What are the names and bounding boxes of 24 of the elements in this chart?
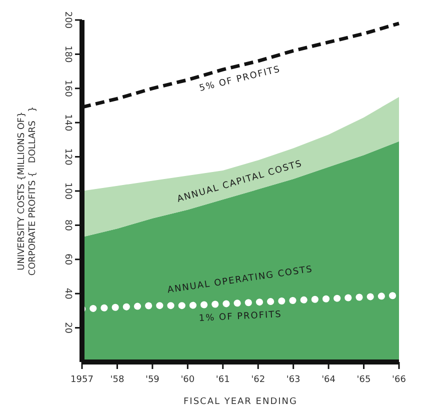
y-tick-label: 180 — [62, 46, 73, 64]
y-tick-label: 40 — [62, 288, 73, 300]
x-tick-label: '61 — [216, 375, 230, 385]
x-tick-label: '66 — [392, 375, 406, 385]
y-tick-label: 200 — [62, 11, 73, 29]
x-tick-label: '65 — [356, 375, 371, 385]
x-tick-label: '60 — [180, 375, 195, 385]
y-tick-label: 60 — [62, 254, 73, 266]
y-tick-label: 100 — [62, 182, 73, 200]
x-tick-label: '58 — [110, 375, 124, 385]
y-tick-label: 120 — [62, 148, 73, 166]
x-tick-label: '64 — [322, 375, 336, 385]
y-tick-label: 140 — [62, 114, 73, 132]
x-tick-label: '62 — [251, 375, 266, 385]
y-axis-title: UNIVERSITY COSTS {MILLIONS OF} CORPORATE PROFITS { DOLLARS } — [17, 106, 38, 276]
x-tick-label: 1957 — [70, 375, 94, 385]
y-tick-label: 20 — [62, 322, 73, 334]
series-label: ANNUAL OPERATING COSTS — [166, 264, 314, 296]
series-label: 1% OF PROFITS — [198, 310, 282, 324]
x-axis-title: FISCAL YEAR ENDING — [183, 397, 298, 407]
y-tick-label: 80 — [62, 219, 73, 232]
y-tick-label: 160 — [62, 80, 73, 98]
x-tick-label: '59 — [145, 375, 160, 385]
x-tick-label: '63 — [286, 375, 300, 385]
